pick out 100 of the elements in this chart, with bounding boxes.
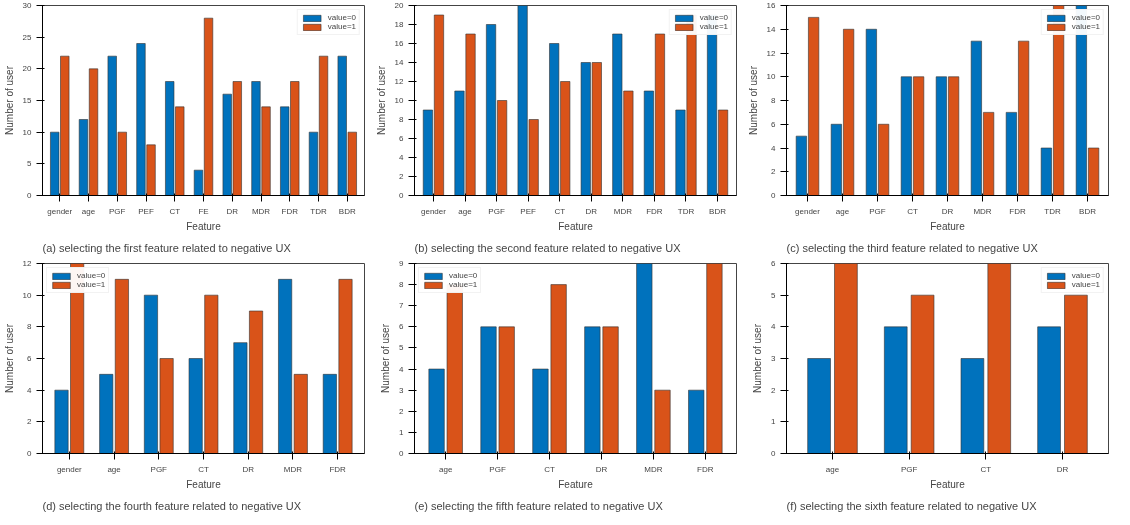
x-tick-label: PGF [488,206,505,216]
y-tick-label: 10 [394,96,405,105]
x-tick-label: CT [198,464,209,474]
y-tick-label: 5 [771,290,777,300]
y-tick-label: 4 [771,322,777,332]
y-tick-label: 12 [22,259,33,268]
x-tick-label: age [107,464,122,474]
y-tick-label: 10 [22,290,33,300]
x-tick-label: CT [169,206,181,216]
text: (c) selecting the third feature related to negative UX [786,241,1039,254]
y-tick-label: 8 [771,96,777,105]
y-tick-label: 7 [399,301,405,311]
y-axis-title: Number of user [747,65,759,135]
x-tick-label: TDR [310,206,327,216]
x-tick-label: DR [226,206,239,216]
y-tick-label: 6 [771,259,777,268]
y-tick-label: 10 [766,72,777,82]
y-tick-label: 2 [399,172,405,181]
y-tick-label: 0 [399,449,405,458]
y-tick-label: 4 [399,364,405,374]
legend-label: value=0 [1071,13,1100,22]
y-tick-label: 2 [771,167,777,177]
x-tick-label: age [458,206,473,216]
x-tick-label: MDR [283,464,303,474]
text: (d) selecting the fourth feature related to negative UX [42,499,302,512]
y-tick-label: 25 [22,32,33,42]
x-tick-label: PGF [150,464,168,474]
legend-label: value=1 [327,22,356,31]
y-tick-label: 6 [399,322,405,332]
y-tick-label: 20 [22,64,33,74]
y-tick-label: 1 [771,417,777,427]
x-tick-label: gender [56,464,83,474]
y-tick-label: 0 [771,191,777,200]
y-tick-label: 2 [771,385,777,395]
x-tick-label: FDR [646,206,663,216]
y-tick-label: 9 [399,259,405,268]
x-tick-label: CT [544,464,555,474]
legend-label: value=1 [449,280,478,289]
x-tick-label: DR [242,464,255,474]
y-tick-label: 12 [766,48,777,58]
x-tick-label: gender [47,206,73,216]
legend-label: value=1 [77,280,106,289]
x-tick-label: CT [980,464,992,474]
y-axis-title: Number of user [380,323,392,393]
x-axis-title: Feature [930,220,966,232]
y-axis-title: Number of user [375,65,387,135]
x-tick-label: PEF [520,206,537,216]
legend-label: value=0 [449,271,478,280]
x-tick-label: BDR [338,206,356,216]
x-tick-label: gender [795,206,821,216]
x-tick-label: PGF [109,206,126,216]
x-tick-label: TDR [677,206,695,216]
x-tick-label: DR [585,206,598,216]
y-axis-title: Number of user [3,65,15,135]
legend-label: value=0 [327,13,356,22]
y-tick-label: 10 [22,127,33,137]
x-tick-label: FDR [329,464,347,474]
y-tick-label: 0 [27,449,33,458]
x-tick-label: MDR [251,206,271,216]
x-tick-label: age [825,464,840,474]
y-tick-label: 12 [394,77,405,86]
y-tick-label: 15 [22,96,33,105]
x-tick-label: PGF [489,464,506,474]
legend-label: value=1 [1071,22,1100,31]
x-axis-title: Feature [930,478,966,490]
y-tick-label: 4 [399,153,405,162]
text: (b) selecting the second feature related to negative UX [414,241,682,254]
y-tick-label: 2 [399,406,405,416]
legend-label: value=0 [699,13,728,22]
x-tick-label: FDR [697,464,714,474]
x-tick-label: BDR [1079,206,1097,216]
x-tick-label: MDR [613,206,633,216]
y-tick-label: 0 [771,449,777,458]
y-tick-label: 20 [394,1,405,10]
x-tick-label: PGF [869,206,886,216]
text: (f) selecting the sixth feature related to negative UX [786,499,1038,512]
y-tick-label: 0 [27,191,33,200]
x-tick-label: age [438,464,453,474]
y-tick-label: 14 [766,24,777,34]
x-tick-label: FDR [281,206,299,216]
x-tick-label: MDR [644,464,663,474]
y-tick-label: 5 [399,343,405,353]
x-tick-label: PGF [900,464,918,474]
x-tick-label: CT [907,206,918,216]
y-tick-label: 8 [399,115,405,124]
y-tick-label: 5 [27,159,33,169]
x-axis-title: Feature [558,478,594,490]
y-tick-label: 1 [399,427,405,437]
x-axis-title: Feature [186,220,222,232]
y-tick-label: 6 [399,134,405,143]
y-tick-label: 2 [27,417,33,427]
x-tick-label: DR [1056,464,1069,474]
y-tick-label: 4 [27,385,33,395]
y-tick-label: 3 [771,354,777,363]
legend-label: value=1 [1071,280,1100,289]
x-tick-label: age [835,206,850,216]
y-tick-label: 8 [399,280,405,290]
x-tick-label: BDR [709,206,727,216]
y-tick-label: 6 [27,354,33,363]
legend-label: value=0 [77,271,106,280]
